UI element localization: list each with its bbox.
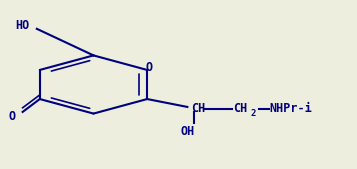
Text: NHPr-i: NHPr-i bbox=[270, 102, 312, 115]
Text: OH: OH bbox=[180, 125, 195, 138]
Text: CH: CH bbox=[233, 102, 248, 115]
Text: O: O bbox=[145, 61, 152, 74]
Text: O: O bbox=[9, 110, 16, 123]
Text: HO: HO bbox=[16, 19, 30, 32]
Text: 2: 2 bbox=[250, 109, 256, 118]
Text: CH: CH bbox=[191, 102, 205, 115]
